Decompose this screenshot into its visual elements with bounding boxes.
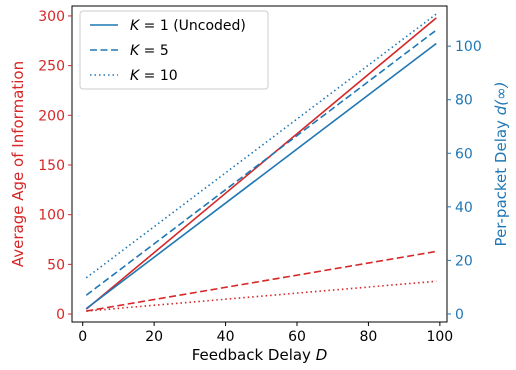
y-left-tick-label: 150 xyxy=(38,158,65,174)
legend-label-suffix: (Uncoded) xyxy=(169,18,246,34)
legend-label-variable: K xyxy=(130,68,141,84)
tick-layer: 0 20 40 60 80 1000501001502002503000204060801… xyxy=(38,9,481,345)
legend-label-variable: K xyxy=(130,43,141,59)
series-line-left-dotted xyxy=(86,280,437,312)
legend-box xyxy=(79,10,269,90)
x-tick-label: 20 xyxy=(145,329,163,345)
legend-label: K = 10 xyxy=(130,68,178,84)
legend: K = 1 (Uncoded)K = 5K = 10 xyxy=(79,10,269,90)
y-right-tick-label: 40 xyxy=(455,200,473,216)
x-axis-title-text: Feedback Delay xyxy=(192,346,316,364)
y-right-tick-label: 0 xyxy=(455,307,464,323)
series-line-right-dotted xyxy=(85,13,437,279)
y-left-tick-label: 200 xyxy=(38,108,65,124)
series-line-left-solid xyxy=(85,17,437,310)
x-tick-label: 0 xyxy=(78,329,87,345)
y-left-tick-label: 0 xyxy=(56,307,65,323)
series-line-right-solid xyxy=(85,42,437,310)
y-left-tick-label: 50 xyxy=(47,257,65,273)
legend-label-operator: = xyxy=(139,68,160,84)
y-axis-right-title-variable: d(∞) xyxy=(492,82,510,116)
legend-label: K = 1 (Uncoded) xyxy=(130,18,246,34)
y-right-tick-label: 20 xyxy=(455,253,473,269)
x-tick-label: 60 xyxy=(288,329,306,345)
plot-frame xyxy=(71,5,448,323)
legend-label-value: 10 xyxy=(160,68,178,84)
series-layer xyxy=(85,13,437,312)
legend-label-operator: = xyxy=(139,18,160,34)
legend-label-value: 5 xyxy=(160,43,169,59)
y-right-tick-label: 100 xyxy=(455,39,482,55)
legend-label: K = 5 xyxy=(130,43,169,59)
series-line-left-dashed xyxy=(86,250,437,312)
y-left-tick-label: 250 xyxy=(38,59,65,75)
y-axis-left-title: Average Age of Information xyxy=(9,61,27,267)
y-axis-right-title-text: Per-packet Delay xyxy=(492,115,510,246)
y-left-tick-label: 300 xyxy=(38,9,65,25)
legend-label-operator: = xyxy=(139,43,160,59)
x-tick-label: 40 xyxy=(217,329,235,345)
x-axis-title: Feedback Delay D xyxy=(192,346,328,364)
y-axis-right-title: Per-packet Delay d(∞) xyxy=(492,82,510,247)
x-tick-label: 100 xyxy=(426,329,453,345)
legend-items: K = 1 (Uncoded)K = 5K = 10 xyxy=(90,18,246,84)
y-right-tick-label: 80 xyxy=(455,93,473,109)
x-axis-title-variable: D xyxy=(316,346,328,364)
y-left-tick-label: 100 xyxy=(38,208,65,224)
legend-label-value: 1 xyxy=(160,18,169,34)
x-tick-label: 80 xyxy=(360,329,378,345)
legend-label-variable: K xyxy=(130,18,141,34)
y-right-tick-label: 60 xyxy=(455,146,473,162)
